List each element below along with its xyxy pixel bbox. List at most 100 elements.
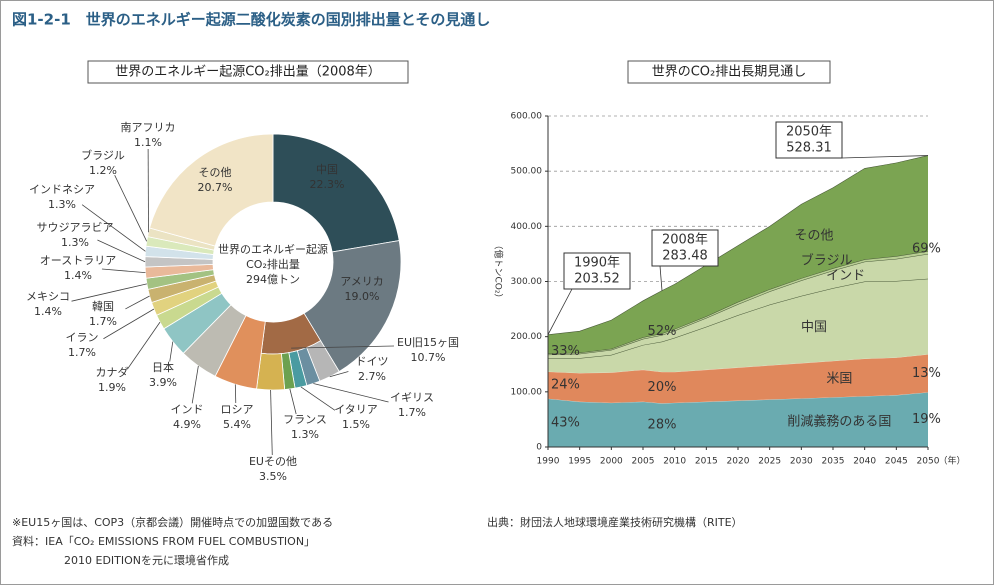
category-label: カナダ [96, 365, 129, 379]
area-fill [548, 278, 928, 374]
callout-leader [659, 265, 663, 291]
title-box [627, 60, 831, 84]
category-label: 中国 [316, 163, 338, 176]
x-tick-label: 1995 [568, 457, 591, 467]
category-label: オーストラリア [40, 254, 116, 267]
value-label: 2.7% [358, 370, 386, 383]
y-tick-label: 200.00 [511, 332, 543, 342]
leader-line [97, 239, 146, 263]
value-label: 20.7% [198, 181, 233, 194]
category-label: 日本 [152, 360, 174, 374]
y-axis-label: （億トンCO₂） [493, 241, 505, 303]
x-tick-label: 2020 [727, 457, 750, 467]
share-label: 24% [551, 378, 580, 393]
value-label: 1.2% [89, 164, 117, 177]
series-label: 米国 [826, 371, 852, 386]
value-label: 3.9% [149, 376, 177, 389]
x-tick-label: 2010 [663, 457, 686, 467]
category-label: インドネシア [29, 183, 95, 196]
category-label: イラン [66, 331, 99, 344]
center-hole [214, 203, 332, 321]
note: 資料：IEA「CO₂ EMISSIONS FROM FUEL COMBUSTIO… [12, 534, 315, 548]
area-top-edge [547, 155, 929, 336]
category-label: サウジアラビア [37, 221, 114, 234]
callout-value: 283.48 [662, 249, 708, 264]
leader-line [169, 341, 174, 362]
y-tick-label: 100.00 [511, 387, 543, 397]
value-label: 10.7% [411, 351, 446, 364]
category-label: 韓国 [92, 300, 114, 313]
slice [149, 133, 274, 247]
value-label: 1.3% [61, 236, 89, 249]
x-tick-label: 2045 [885, 457, 908, 467]
x-unit: （年） [938, 455, 965, 467]
leader-line [313, 383, 389, 403]
leader-line [289, 388, 297, 415]
value-label: 1.5% [342, 418, 370, 431]
leader-line [126, 321, 161, 370]
series-label: その他 [794, 228, 833, 243]
value-label: 1.4% [64, 269, 92, 282]
share-label: 52% [648, 324, 677, 339]
slice [272, 133, 400, 253]
category-label: アメリカ [340, 275, 383, 288]
x-tick-label: 2015 [695, 457, 718, 467]
area-fill [548, 155, 928, 354]
center-label: 世界のエネルギー起源 [218, 242, 328, 256]
category-label: ロシア [221, 403, 254, 416]
callout-box [563, 252, 631, 290]
x-tick-label: 2000 [600, 457, 623, 467]
leader-line [329, 371, 349, 378]
category-label: メキシコ [26, 290, 70, 303]
title-box [87, 60, 409, 84]
chart-title: 世界のCO₂排出長期見通し [652, 65, 807, 80]
category-label: インド [171, 403, 204, 416]
y-tick-label: 0 [536, 443, 542, 453]
leader-line [270, 389, 273, 456]
share-label: 28% [648, 418, 677, 433]
callout-label: 2008年 [662, 233, 708, 248]
value-label: 1.7% [398, 406, 426, 419]
area-fill [548, 251, 928, 355]
y-tick-label: 500.00 [511, 167, 543, 177]
series-label: 削減義務のある国 [787, 414, 891, 430]
leader-line [191, 365, 199, 404]
share-label: 33% [551, 344, 580, 359]
leader-line [81, 204, 146, 252]
callout-value: 203.52 [574, 272, 620, 287]
leader-line [300, 386, 336, 411]
value-label: 1.9% [98, 381, 126, 394]
leader-line [125, 295, 150, 310]
area-fill [548, 354, 928, 404]
category-label: イギリス [390, 391, 434, 404]
value-label: 1.3% [291, 428, 319, 441]
category-label: その他 [199, 166, 232, 179]
source: 出典：財団法人地球環境産業技術研究機構（RITE） [487, 515, 743, 529]
callout-leader [547, 288, 573, 335]
value-label: 22.3% [310, 178, 345, 191]
x-tick-label: 2040 [853, 457, 876, 467]
value-label: 1.7% [68, 346, 96, 359]
y-tick-label: 600.00 [511, 112, 543, 122]
center-label: 294億トン [246, 273, 300, 286]
value-label: 5.4% [223, 418, 251, 431]
callout-label: 2050年 [786, 125, 832, 140]
category-label: ブラジル [81, 148, 125, 162]
share-label: 43% [551, 415, 580, 430]
note: ※EU15ヶ国は、COP3（京都会議）開催時点での加盟国数である [12, 515, 333, 529]
callout-label: 1990年 [574, 256, 620, 271]
leader-line [71, 283, 147, 302]
value-label: 1.7% [89, 315, 117, 328]
share-label: 19% [912, 412, 941, 427]
leader-line [114, 175, 148, 242]
value-label: 4.9% [173, 418, 201, 431]
x-tick-label: 2030 [790, 457, 813, 467]
x-tick-label: 2050 [917, 457, 940, 467]
share-label: 20% [648, 380, 677, 395]
callout-box [651, 229, 719, 267]
series-label: 中国 [801, 320, 827, 335]
category-label: 南アフリカ [121, 121, 176, 134]
x-tick-label: 2035 [822, 457, 845, 467]
callout-box [775, 121, 843, 159]
